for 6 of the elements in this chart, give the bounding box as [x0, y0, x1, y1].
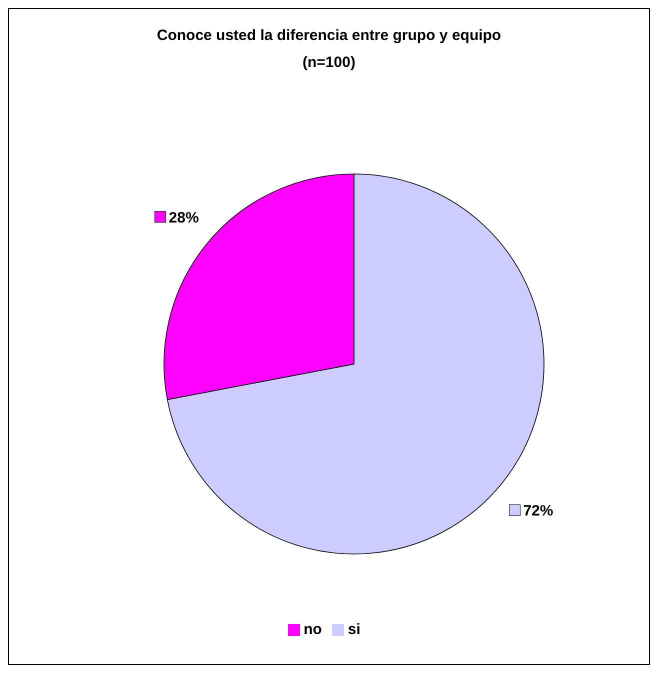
chart-title: Conoce usted la diferencia entre grupo y equipo	[156, 27, 502, 44]
data-label: 72%	[523, 502, 554, 520]
legend-label: no	[304, 621, 322, 638]
legend-label: si	[348, 621, 360, 638]
chart-subtitle: (n=100)	[302, 54, 356, 71]
data-label: 28%	[168, 209, 199, 226]
